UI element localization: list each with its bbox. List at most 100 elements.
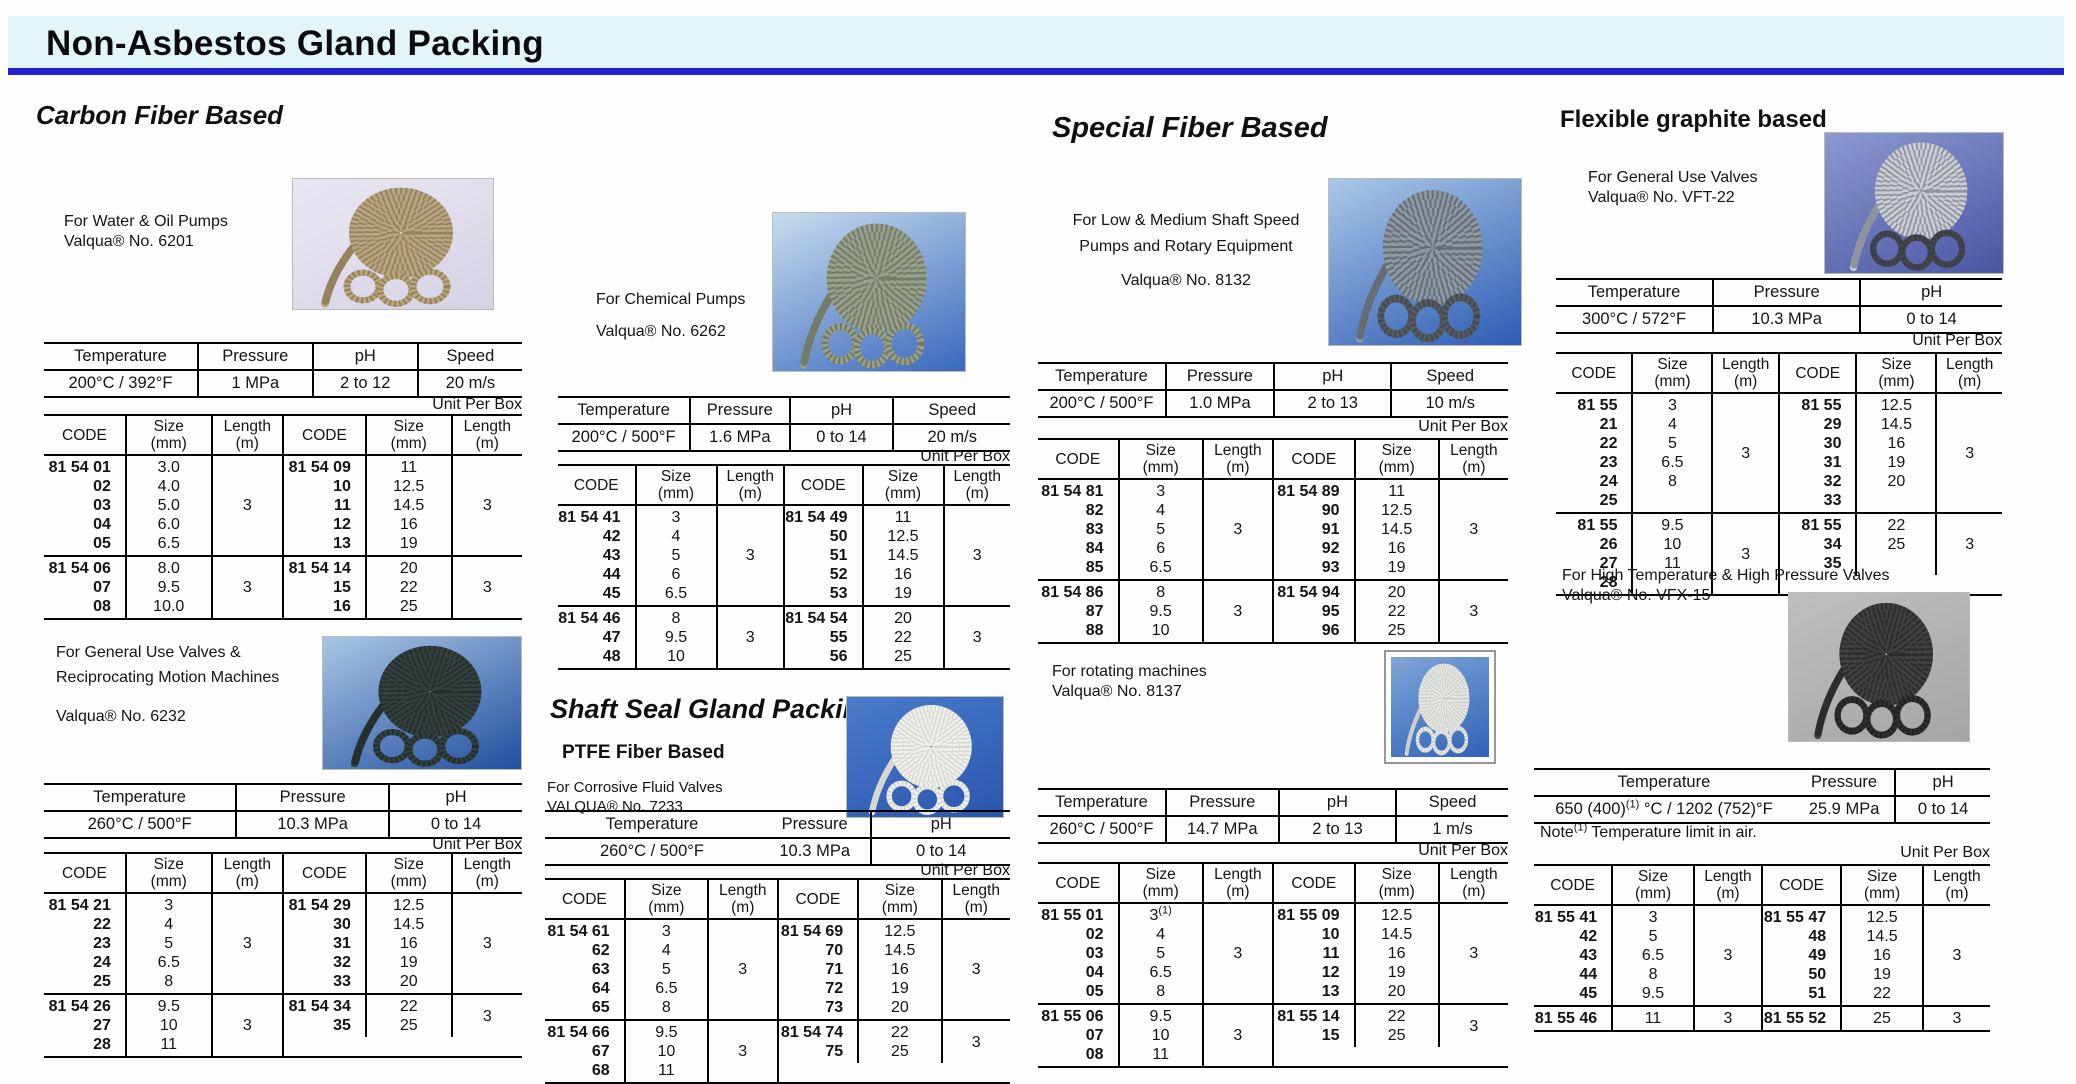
spec-value-cell: 10.3 MPa (779, 842, 850, 860)
length-cell: 3 (1921, 1007, 1990, 1030)
code-group-row: 81 54 29 30 31 32 33 12.5 14.5 16 19 20 3 (284, 894, 522, 993)
size-cell: 11 12.5 14.5 16 19 (1353, 480, 1438, 579)
size-cell: 9.5 10 11 (1117, 1005, 1202, 1066)
column-header: CODE (1571, 364, 1617, 382)
spec-header-cell: pH (311, 344, 417, 369)
coil-graphic (321, 187, 453, 308)
spec-header-cell: Speed (1390, 364, 1508, 389)
column-header: Length (m) (1437, 440, 1508, 478)
note-text: Temperature limit in air. (1587, 824, 1757, 841)
length-cell: 3 (450, 557, 522, 618)
code-group-row: 81 54 06 07 08 8.0 9.5 10.0 3 (44, 555, 282, 618)
spec-header-cell: pH (388, 785, 522, 810)
spec-value-cell: 1 MPa (196, 371, 312, 396)
spec-value-cell: 650 (400)(1) °C / 1202 (752)°F (1555, 798, 1773, 818)
spec-value-cell: 2 to 13 (1277, 817, 1396, 842)
code-group-row: 81 54 21 22 23 24 25 3 4 5 6.5 8 3 (44, 894, 282, 993)
spec-value-cell: 1 m/s (1395, 817, 1508, 842)
spec-header-cell: Temperature (1055, 367, 1148, 385)
unit-per-box-label: Unit Per Box (432, 396, 522, 413)
spec-value-row: 200°C / 500°F 1.6 MPa 0 to 14 20 m/s (558, 425, 1010, 450)
length-cell: 3 (210, 557, 282, 618)
code-group-row: 81 55 14 15 22 25 3 (1274, 1003, 1508, 1047)
length-cell: 3 (707, 1021, 776, 1082)
column-header: Size (mm) (623, 880, 707, 918)
note-prefix: Note (1540, 824, 1574, 841)
spec-header-cell: Pressure (1164, 364, 1273, 389)
caption-line: Valqua® No. VFX-15 (1562, 587, 1711, 604)
code-group-row: 81 55 47 48 49 50 51 12.5 14.5 16 19 22 3 (1763, 906, 1990, 1005)
spec-value-cell: 0 to 14 (1859, 307, 2002, 332)
size-cell: 12.5 14.5 16 19 20 (1855, 394, 1935, 512)
code-table-pane: CODE Size (mm) Length (m) 81 54 41 42 43 44 45 3 4 5… (558, 464, 783, 670)
spec-header-cell: Pressure (1811, 773, 1878, 791)
size-cell: 20 22 25 (1353, 581, 1438, 642)
spec-header-cell: Temperature (1587, 283, 1681, 301)
caption-line: For General Use Valves & (56, 644, 241, 661)
code-group-row: 81 54 54 55 56 20 22 25 3 (785, 605, 1010, 668)
column-header: Length (m) (940, 880, 1010, 918)
caption-line: For Water & Oil Pumps (64, 213, 228, 230)
length-cell: 3 (1935, 514, 2002, 575)
code-group-row: 81 55 46 11 3 (1534, 1005, 1761, 1030)
length-cell: 3 (210, 456, 282, 555)
caption-line: Valqua® No. 6262 (596, 323, 726, 340)
code-table-pane: CODE Size (mm) Length (m) 81 54 81 82 83 84 85 3 4 5… (1038, 438, 1272, 644)
code-table-header-row: CODE Size (mm) Length (m) (44, 854, 282, 894)
coil-graphic (1404, 663, 1470, 756)
code-group-row: 81 54 34 35 22 25 3 (284, 993, 522, 1037)
code-group-row: 81 55 01 02 03 04 05 3(1) 4 5 6.5 8 3 (1038, 904, 1272, 1003)
code-cell: 81 54 34 35 (288, 998, 351, 1034)
length-cell: 3 (942, 506, 1011, 605)
spec-header-cell: pH (788, 398, 893, 423)
code-table-header-row: CODE Size (mm) Length (m) (1274, 440, 1508, 480)
coil-graphic (1849, 142, 1968, 272)
column-header: Size (mm) (364, 854, 451, 892)
length-cell: 3 (715, 607, 784, 668)
code-table-pane: CODE Size (mm) Length (m) 81 54 29 30 31 32 33 12.… (282, 852, 522, 1058)
spec-header-cell: Speed (416, 344, 522, 369)
column-header: Length (m) (715, 466, 784, 504)
spec-value-row: 650 (400)(1) °C / 1202 (752)°F 25.9 MPa 0 … (1534, 797, 1990, 822)
size-cell: 8 9.5 10 (634, 607, 716, 668)
column-header: Size (mm) (1117, 440, 1202, 478)
size-cell: 3(1) 4 5 6.5 8 (1117, 904, 1202, 1003)
code-cell: 81 54 46 47 48 (558, 610, 621, 665)
spec-header-row: Temperature Pressure pH (44, 785, 522, 812)
code-cell: 81 54 66 67 68 (547, 1024, 610, 1079)
code-table-header-row: CODE Size (mm) Length (m) (1763, 866, 1990, 906)
spec-value-cell: 10.3 MPa (1712, 307, 1859, 332)
column-header: Length (m) (1692, 866, 1761, 904)
spec-header-cell: Temperature (74, 347, 167, 365)
subheading-ptfe: PTFE Fiber Based (562, 742, 725, 763)
spec-value-row: 300°C / 572°F 10.3 MPa 0 to 14 (1556, 307, 2002, 332)
spec-value-cell: 0 to 14 (388, 812, 522, 837)
code-cell: 81 54 54 55 56 (785, 610, 848, 665)
length-cell: 3 (1437, 480, 1508, 579)
code-group-row: 81 54 94 95 96 20 22 25 3 (1274, 579, 1508, 642)
code-table-header-row: CODE Size (mm) Length (m) (284, 416, 522, 456)
spec-header-cell: pH (870, 812, 1010, 837)
code-cell: 81 54 61 62 63 64 65 (547, 923, 610, 1016)
length-cell: 3 (1711, 394, 1778, 512)
length-cell: 3 (1921, 906, 1990, 1005)
code-cell: 81 55 52 (1763, 1010, 1827, 1027)
length-cell: 3 (210, 995, 282, 1056)
product-caption-vft22: For General Use Valves Valqua® No. VFT-22 (1588, 168, 1758, 208)
code-table-header-row: CODE Size (mm) Length (m) (1274, 864, 1508, 904)
code-group-row: 81 54 69 70 71 72 73 12.5 14.5 16 19 20 3 (779, 920, 1011, 1019)
code-table-6262: CODE Size (mm) Length (m) 81 54 41 42 43 44 45 3 4 5… (558, 464, 1010, 670)
code-table-header-row: CODE Size (mm) Length (m) (1038, 440, 1272, 480)
length-cell: 3 (450, 995, 522, 1037)
column-header: Length (m) (450, 416, 522, 454)
size-cell: 3 4 5 6.5 8 (1631, 394, 1711, 512)
spec-value-cell: 260°C / 500°F (599, 842, 704, 860)
code-table-pane: CODE Size (mm) Length (m) 81 54 01 02 03 04 05 3.0… (44, 414, 282, 620)
page-title: Non-Asbestos Gland Packing (46, 24, 544, 63)
column-header: Length (m) (942, 466, 1011, 504)
unit-per-box-label: Unit Per Box (432, 836, 522, 853)
spec-value-cell: 300°C / 572°F (1582, 310, 1687, 328)
caption-line: For rotating machines (1052, 663, 1207, 680)
code-table-header-row: CODE Size (mm) Length (m) (558, 466, 783, 506)
section-heading-carbon: Carbon Fiber Based (36, 100, 284, 130)
